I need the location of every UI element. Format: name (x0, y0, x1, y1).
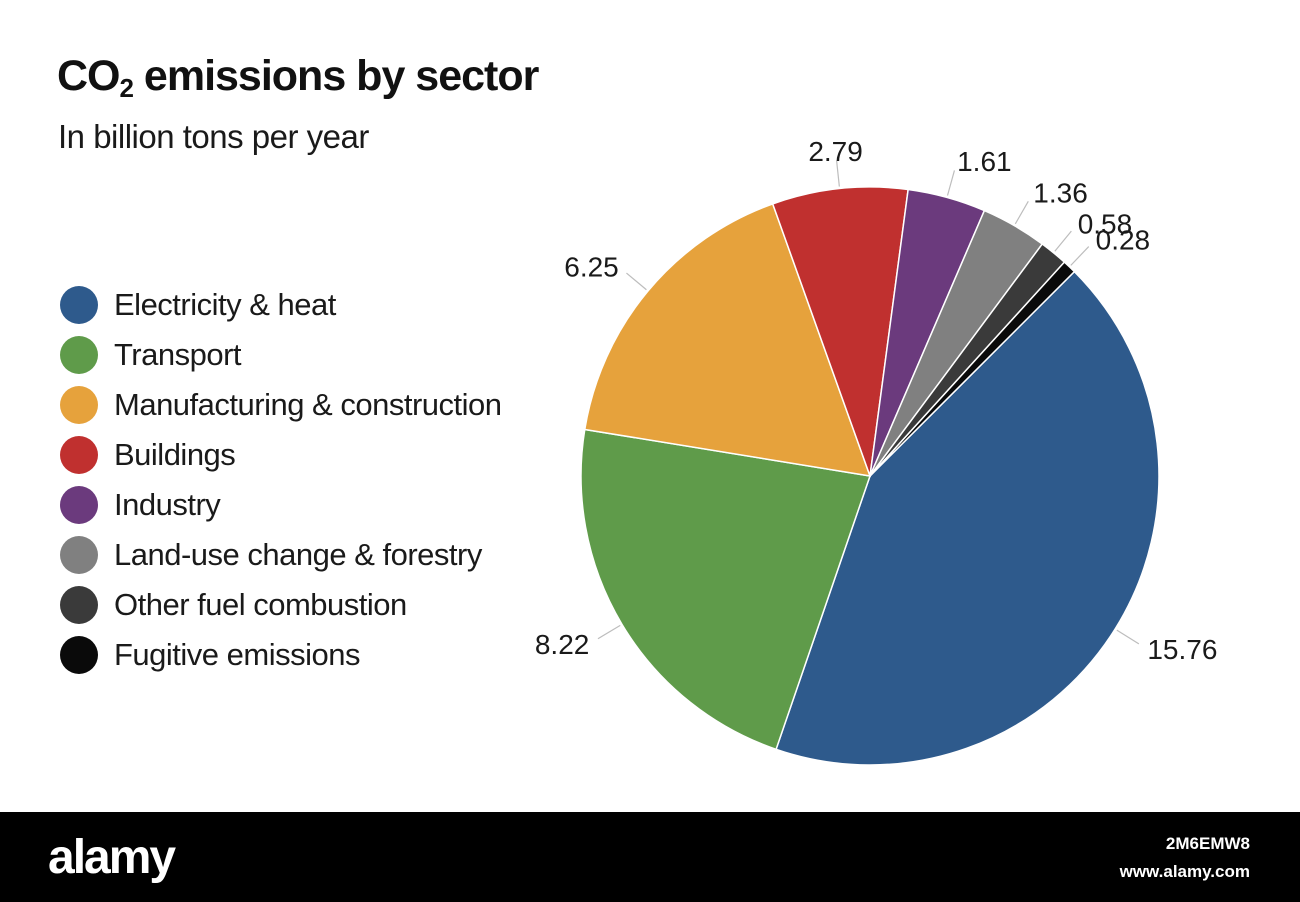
legend-label: Other fuel combustion (114, 587, 407, 622)
legend-swatch (60, 336, 98, 374)
legend-swatch (60, 386, 98, 424)
legend-item-electricity-and-heat: Electricity & heat (60, 280, 502, 330)
pie-slice-transport (580, 428, 871, 751)
value-label-land-use-change-and-forestry: 1.36 (1033, 178, 1088, 209)
value-label-transport: 8.22 (535, 629, 590, 660)
chart-subtitle: In billion tons per year (58, 118, 369, 155)
legend-label: Manufacturing & construction (114, 387, 502, 422)
leader-line (597, 624, 621, 640)
value-label-buildings: 2.79 (808, 136, 863, 167)
value-label-manufacturing-and-construction: 6.25 (564, 252, 619, 283)
legend-item-other-fuel-combustion: Other fuel combustion (60, 580, 502, 630)
chart-title-main: CO (57, 52, 120, 100)
pie-slice-fugitive-emissions (869, 261, 1076, 477)
legend-swatch (60, 636, 98, 674)
pie-slice-manufacturing-and-construction (583, 202, 872, 477)
value-label-other-fuel-combustion: 0.58 (1078, 208, 1133, 239)
leader-line (1054, 230, 1072, 252)
legend-swatch (60, 586, 98, 624)
legend-swatch (60, 436, 98, 474)
leader-line (1116, 629, 1140, 645)
legend-label: Transport (114, 337, 242, 372)
source-url-label: www.alamy.com (1119, 862, 1250, 881)
legend-item-land-use-change-and-forestry: Land-use change & forestry (60, 530, 502, 580)
watermark-bar: alamy 2M6EMW8 www.alamy.com (0, 812, 1300, 902)
image-id-label: 2M6EMW8 (1165, 834, 1250, 853)
leader-line (626, 272, 647, 291)
legend-item-buildings: Buildings (60, 430, 502, 480)
chart-title-subscript: 2 (119, 73, 135, 103)
legend-label: Buildings (114, 437, 236, 472)
legend-item-fugitive-emissions: Fugitive emissions (60, 630, 502, 680)
legend-swatch (60, 536, 98, 574)
chart-title: CO2 emissions by sector (57, 52, 539, 103)
value-label-electricity-and-heat: 15.76 (1147, 634, 1217, 665)
pie-chart: 15.76 8.22 6.25 2.79 1.61 1.360.580.28 (535, 136, 1217, 766)
legend-label: Industry (114, 487, 221, 522)
leader-line (946, 170, 956, 196)
legend-label: Electricity & heat (114, 287, 336, 322)
pie-slice-electricity-and-heat (775, 270, 1160, 766)
legend-label: Fugitive emissions (114, 637, 360, 672)
legend-swatch (60, 486, 98, 524)
legend-item-manufacturing-and-construction: Manufacturing & construction (60, 380, 502, 430)
chart-title-rest: emissions by sector (132, 52, 539, 100)
legend-label: Land-use change & forestry (114, 537, 482, 572)
value-label-industry: 1.61 (957, 146, 1012, 177)
chart-area: CO2 emissions by sector In billion tons … (57, 52, 1218, 766)
leader-line (1014, 201, 1029, 225)
legend-item-industry: Industry (60, 480, 502, 530)
leader-line (1070, 246, 1090, 266)
legend-swatch (60, 286, 98, 324)
pie-slice-buildings (771, 186, 909, 477)
value-label-fugitive-emissions: 0.28 (1096, 224, 1151, 255)
watermark-logo: alamy (48, 831, 176, 884)
chart-legend: Electricity & heat Transport Manufacturing… (60, 280, 502, 680)
legend-item-transport: Transport (60, 330, 502, 380)
leader-line (836, 160, 840, 187)
